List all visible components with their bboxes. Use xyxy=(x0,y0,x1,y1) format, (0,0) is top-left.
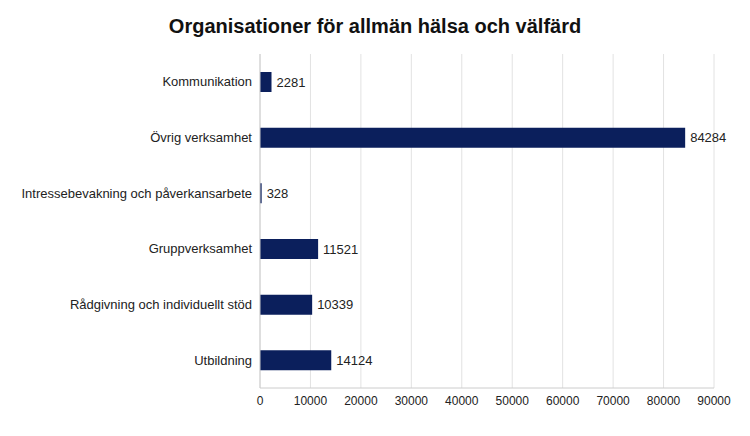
svg-text:2281: 2281 xyxy=(277,75,306,90)
svg-text:84284: 84284 xyxy=(690,130,726,145)
svg-text:Kommunikation: Kommunikation xyxy=(162,74,252,89)
svg-text:30000: 30000 xyxy=(395,394,429,408)
svg-text:Intressebevakning och påverkan: Intressebevakning och påverkansarbete xyxy=(21,186,252,201)
html-text:Organisationer för allmän häls: Organisationer för allmän hälsa och välf… xyxy=(168,15,582,37)
svg-text:Gruppverksamhet: Gruppverksamhet xyxy=(149,241,253,256)
svg-text:60000: 60000 xyxy=(546,394,580,408)
svg-text:20000: 20000 xyxy=(344,394,378,408)
svg-text:10000: 10000 xyxy=(294,394,328,408)
svg-text:80000: 80000 xyxy=(647,394,681,408)
svg-text:Utbildning: Utbildning xyxy=(194,353,252,368)
svg-text:40000: 40000 xyxy=(445,394,479,408)
svg-text:50000: 50000 xyxy=(496,394,530,408)
svg-text:70000: 70000 xyxy=(596,394,630,408)
svg-text:Rådgivning och individuellt st: Rådgivning och individuellt stöd xyxy=(70,297,252,312)
svg-text:328: 328 xyxy=(267,186,289,201)
svg-text:10339: 10339 xyxy=(317,297,353,312)
svg-text:Övrig verksamhet: Övrig verksamhet xyxy=(150,130,252,145)
svg-text:90000: 90000 xyxy=(697,394,731,408)
svg-text:14124: 14124 xyxy=(336,353,372,368)
svg-text:11521: 11521 xyxy=(323,242,358,257)
svg-text:0: 0 xyxy=(257,394,264,408)
